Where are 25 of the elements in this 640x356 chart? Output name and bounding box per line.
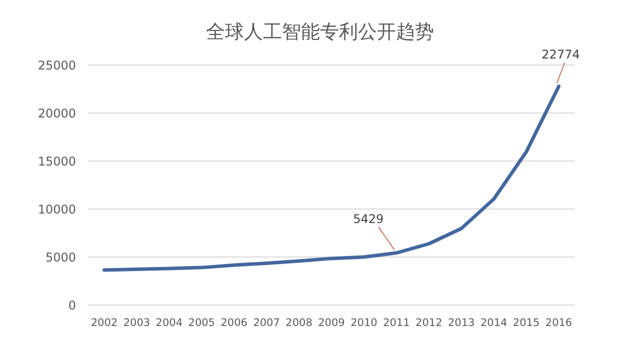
y-tick-label: 0 <box>68 298 76 312</box>
line-series <box>102 84 561 272</box>
x-tick-label: 2014 <box>480 317 508 329</box>
y-tick-label: 5000 <box>45 250 76 264</box>
chart-title: 全球人工智能专利公开趋势 <box>206 21 434 43</box>
x-tick-label: 2009 <box>318 317 345 329</box>
data-label: 5429 <box>353 212 384 226</box>
x-tick-label: 2012 <box>416 317 442 329</box>
x-tick-label: 2010 <box>350 317 378 329</box>
y-tick-label: 20000 <box>38 106 76 120</box>
x-tick-label: 2015 <box>512 317 540 329</box>
x-tick-label: 2008 <box>286 317 312 329</box>
x-tick-label: 2006 <box>220 317 248 329</box>
x-tick-label: 2011 <box>383 317 410 329</box>
x-tick-label: 2003 <box>123 317 150 329</box>
x-tick-label: 2016 <box>545 317 572 329</box>
data-label: 22774 <box>542 47 580 62</box>
y-tick-label: 15000 <box>38 154 76 168</box>
x-tick-label: 2005 <box>188 317 215 329</box>
x-tick-label: 2013 <box>448 317 475 329</box>
x-tick-label: 2002 <box>90 317 118 329</box>
y-tick-label: 25000 <box>38 58 76 72</box>
x-tick-label: 2004 <box>156 317 183 329</box>
x-tick-label: 2007 <box>253 317 280 329</box>
y-tick-label: 10000 <box>38 202 76 216</box>
